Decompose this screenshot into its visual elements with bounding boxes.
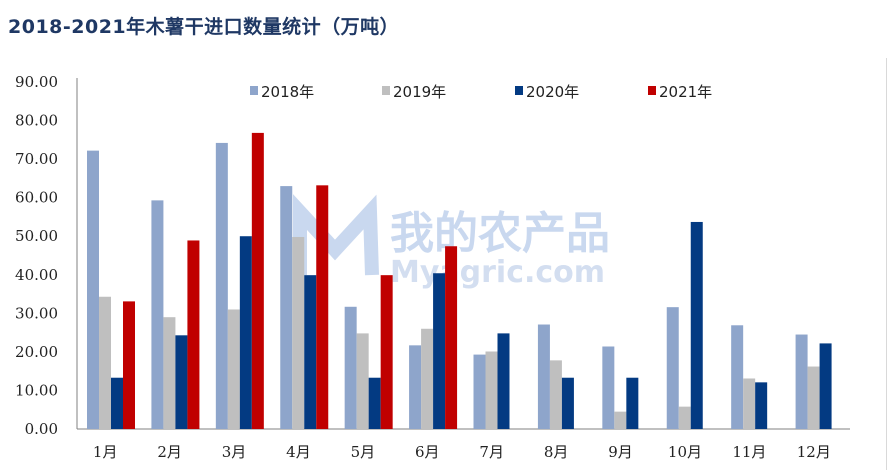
- bar-2020年-2月: [175, 335, 188, 429]
- bar-2018年-4月: [280, 186, 293, 429]
- legend-swatch: [648, 86, 656, 95]
- bar-2018年-7月: [473, 354, 486, 429]
- legend-label: 2019年: [393, 83, 446, 101]
- watermark-logo: [293, 194, 379, 276]
- y-tick-label: 0.00: [25, 420, 58, 438]
- x-tick-label: 6月: [415, 443, 440, 461]
- x-tick-label: 2月: [157, 443, 182, 461]
- bar-2019年-9月: [614, 411, 627, 429]
- x-tick-label: 12月: [797, 443, 831, 461]
- bar-2019年-11月: [743, 378, 756, 429]
- bar-2020年-12月: [819, 343, 832, 429]
- y-tick-label: 30.00: [15, 304, 58, 322]
- chart-frame: [0, 58, 887, 470]
- bar-2020年-11月: [755, 382, 768, 429]
- y-tick-label: 70.00: [15, 150, 58, 168]
- bar-2019年-3月: [227, 309, 240, 429]
- legend-label: 2020年: [526, 83, 579, 101]
- legend-label: 2021年: [659, 83, 712, 101]
- bar-2019年-12月: [807, 366, 820, 429]
- x-tick-label: 4月: [286, 443, 311, 461]
- chart-title: 2018-2021年木薯干进口数量统计（万吨）: [8, 16, 400, 38]
- bar-2018年-12月: [795, 334, 808, 429]
- bar-2020年-7月: [497, 333, 510, 429]
- y-tick-label: 90.00: [15, 73, 58, 91]
- bar-2019年-5月: [356, 333, 369, 429]
- legend-label: 2018年: [261, 83, 314, 101]
- legend-swatch: [250, 86, 258, 95]
- x-tick-label: 1月: [93, 443, 118, 461]
- bar-2020年-8月: [561, 377, 574, 429]
- bar-2018年-10月: [666, 307, 679, 429]
- bar-2020年-1月: [111, 377, 123, 429]
- bar-2018年-5月: [344, 306, 357, 429]
- x-tick-label: 5月: [351, 443, 376, 461]
- bar-2018年-9月: [602, 346, 615, 429]
- watermark-cn: 我的农产品: [390, 208, 610, 259]
- bar-2019年-6月: [421, 328, 434, 429]
- bar-2019年-1月: [99, 296, 111, 429]
- y-tick-label: 60.00: [15, 189, 58, 207]
- x-tick-label: 9月: [608, 443, 633, 461]
- bar-2019年-4月: [292, 236, 305, 429]
- bar-2020年-9月: [626, 377, 639, 429]
- x-tick-label: 10月: [668, 443, 702, 461]
- x-tick-label: 7月: [479, 443, 504, 461]
- bar-2018年-3月: [215, 142, 228, 429]
- bar-2018年-1月: [87, 150, 99, 429]
- bar-2021年-5月: [380, 275, 393, 429]
- legend-swatch: [515, 86, 523, 95]
- y-tick-label: 50.00: [15, 227, 58, 245]
- bar-2020年-3月: [239, 236, 252, 429]
- y-tick-label: 40.00: [15, 266, 58, 284]
- bar-2021年-3月: [251, 132, 264, 430]
- bar-2021年-1月: [123, 301, 135, 429]
- bar-2018年-11月: [731, 325, 744, 429]
- bar-2019年-7月: [485, 351, 498, 429]
- bar-2019年-8月: [549, 360, 562, 429]
- bar-2019年-10月: [678, 406, 691, 429]
- x-tick-label: 8月: [544, 443, 569, 461]
- bar-2021年-4月: [316, 185, 329, 429]
- y-tick-label: 20.00: [15, 343, 58, 361]
- legend-swatch: [382, 86, 390, 95]
- y-tick-label: 10.00: [15, 381, 58, 399]
- bar-2020年-6月: [433, 273, 446, 429]
- x-tick-label: 11月: [732, 443, 766, 461]
- bar-2021年-6月: [445, 246, 458, 429]
- bar-2020年-5月: [368, 377, 381, 429]
- bar-2020年-4月: [304, 275, 317, 429]
- bar-2018年-6月: [409, 345, 422, 429]
- bar-2020年-10月: [690, 221, 703, 429]
- bar-2018年-8月: [537, 324, 550, 429]
- bar-2018年-2月: [151, 200, 164, 429]
- bar-2019年-2月: [163, 317, 176, 429]
- x-tick-label: 3月: [222, 443, 247, 461]
- y-tick-label: 80.00: [15, 112, 58, 130]
- watermark-en: Myagric.com: [390, 255, 605, 290]
- bar-2021年-2月: [187, 240, 200, 429]
